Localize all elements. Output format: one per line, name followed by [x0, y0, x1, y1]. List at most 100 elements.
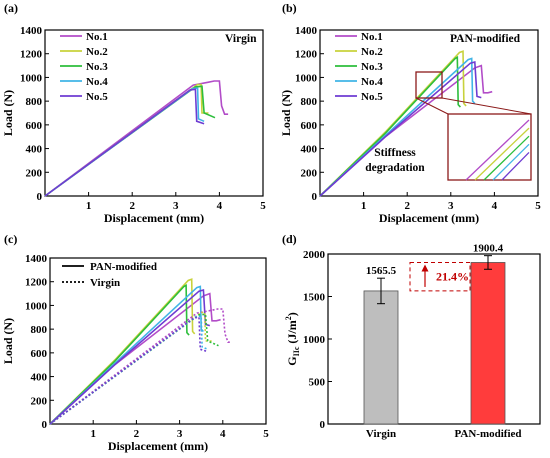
- x-tick-label: 1: [86, 200, 92, 212]
- bar-value-label: 1900.4: [473, 243, 504, 255]
- legend-label: No.3: [86, 61, 108, 73]
- series-line: [319, 55, 461, 197]
- panel-d: (d) 0 500 1000 1500 2000 1565.5 Virgin 1900.4 P…: [282, 232, 541, 440]
- legend: PAN-modified Virgin: [62, 261, 157, 289]
- panel-label: (c): [4, 232, 17, 246]
- series-line: [44, 83, 209, 197]
- x-axis-label: Displacement (mm): [104, 211, 204, 225]
- y-tick-label: 1500: [303, 292, 326, 304]
- legend-label: No.5: [361, 91, 383, 103]
- bar-group: 1565.5 Virgin 1900.4 PAN-modified 21.4%: [363, 243, 522, 440]
- x-tick-label: 1: [361, 200, 367, 212]
- y-tick-label: 0: [312, 191, 318, 203]
- zoom-connector: [441, 97, 532, 115]
- legend-label: No.1: [361, 31, 383, 43]
- y-tick-label: 200: [301, 167, 318, 179]
- series-line: [44, 88, 205, 197]
- legend-label: PAN-modified: [90, 261, 157, 273]
- x-tick-label: PAN-modified: [454, 428, 521, 440]
- y-tick-label: 1000: [25, 300, 48, 312]
- inset-series-group: [465, 119, 530, 181]
- plot-frame: [49, 257, 267, 425]
- legend-label: No.2: [361, 46, 383, 58]
- tick-group: 1 2 3 4 5 0 200 400 600 800 1000 1200 1400: [20, 25, 266, 212]
- series-group: [44, 80, 229, 197]
- series-line-virgin: [49, 308, 232, 425]
- x-tick-label: 4: [220, 428, 226, 440]
- increase-arrowhead: [421, 264, 429, 272]
- legend-label: No.5: [86, 91, 108, 103]
- tick-group: 1 2 3 4 5 0 200 400 600 800 1000 1200 1400: [25, 253, 269, 440]
- y-tick-label: 2000: [303, 249, 326, 261]
- y-tick-label: 0: [42, 419, 48, 431]
- x-tick-label: 5: [260, 200, 266, 212]
- series-line-virgin: [49, 313, 219, 425]
- x-tick-label: 2: [134, 428, 140, 440]
- x-axis-label: Displacement (mm): [379, 211, 479, 225]
- panel-annotation: Virgin: [225, 33, 257, 45]
- y-axis-label: GIIc (J/m2): [284, 312, 301, 365]
- x-tick-label: 3: [448, 200, 454, 212]
- inset-line: [474, 127, 530, 181]
- y-tick-label: 800: [26, 96, 43, 108]
- series-line: [44, 80, 229, 197]
- series-line: [319, 60, 482, 197]
- y-tick-label: 0: [320, 419, 326, 431]
- inset-line: [492, 143, 530, 181]
- y-tick-label: 0: [37, 191, 43, 203]
- legend: No.1 No.2 No.3 No.4 No.5: [60, 31, 108, 103]
- x-tick-label: 2: [404, 200, 410, 212]
- y-tick-label: 1400: [20, 25, 43, 37]
- legend-label: No.4: [86, 76, 108, 88]
- x-tick-label: 5: [263, 428, 269, 440]
- series-line-virgin: [49, 311, 212, 425]
- increase-label: 21.4%: [436, 270, 469, 284]
- y-tick-label: 1400: [295, 25, 318, 37]
- legend-label: No.4: [361, 76, 383, 88]
- zoom-connector: [415, 97, 449, 115]
- y-tick-label: 1000: [303, 334, 326, 346]
- series-line: [44, 85, 216, 197]
- y-tick-label: 400: [301, 144, 318, 156]
- inset-line: [483, 135, 530, 181]
- panel-annotation: PAN-modified: [450, 33, 521, 45]
- x-axis-label: Displacement (mm): [108, 439, 208, 453]
- panel-c: (c) 1 2 3 4 5 0 200 400 600 800 1000 1200 1400 PAN-m…: [1, 232, 269, 453]
- legend-label: Virgin: [90, 277, 120, 289]
- x-tick-label: Virgin: [366, 428, 396, 440]
- bar: [363, 290, 399, 425]
- bar-value-label: 1565.5: [366, 265, 397, 277]
- x-tick-label: 3: [173, 200, 179, 212]
- series-line: [44, 87, 205, 197]
- y-tick-label: 600: [26, 120, 43, 132]
- legend-label: No.1: [86, 31, 108, 43]
- y-tick-label: 600: [31, 348, 48, 360]
- y-axis-label: Load (N): [1, 318, 15, 364]
- panel-a: (a) Virgin 1 2 3 4 5 0 200 400 600 800 1000 1200 140…: [1, 1, 266, 225]
- x-tick-label: 4: [217, 200, 223, 212]
- inset-line: [465, 119, 530, 181]
- y-axis-label: Load (N): [279, 90, 293, 136]
- y-tick-label: 200: [26, 167, 43, 179]
- zoom-box: [415, 71, 443, 99]
- y-tick-label: 800: [31, 324, 48, 336]
- tick-group: 0 500 1000 1500 2000: [303, 249, 332, 431]
- series-line-virgin: [49, 316, 208, 425]
- series-group: [49, 278, 232, 425]
- y-tick-label: 1000: [295, 72, 318, 84]
- legend-label: No.3: [361, 61, 383, 73]
- legend-label: No.2: [86, 46, 108, 58]
- bar: [470, 262, 506, 425]
- legend: No.1 No.2 No.3 No.4 No.5: [335, 31, 383, 103]
- x-tick-label: 5: [535, 200, 541, 212]
- y-tick-label: 1000: [20, 72, 43, 84]
- y-axis-label: Load (N): [1, 90, 15, 136]
- y-tick-label: 1200: [25, 277, 48, 289]
- y-tick-label: 1400: [25, 253, 48, 265]
- panel-b: (b) PAN-modified 1 2 3 4 5020040060080010001…: [279, 1, 541, 225]
- series-line-pan: [49, 283, 190, 425]
- plot-frame: [327, 253, 541, 425]
- panel-label: (a): [4, 1, 18, 15]
- inset-annotation-word: Stiffness: [374, 147, 416, 159]
